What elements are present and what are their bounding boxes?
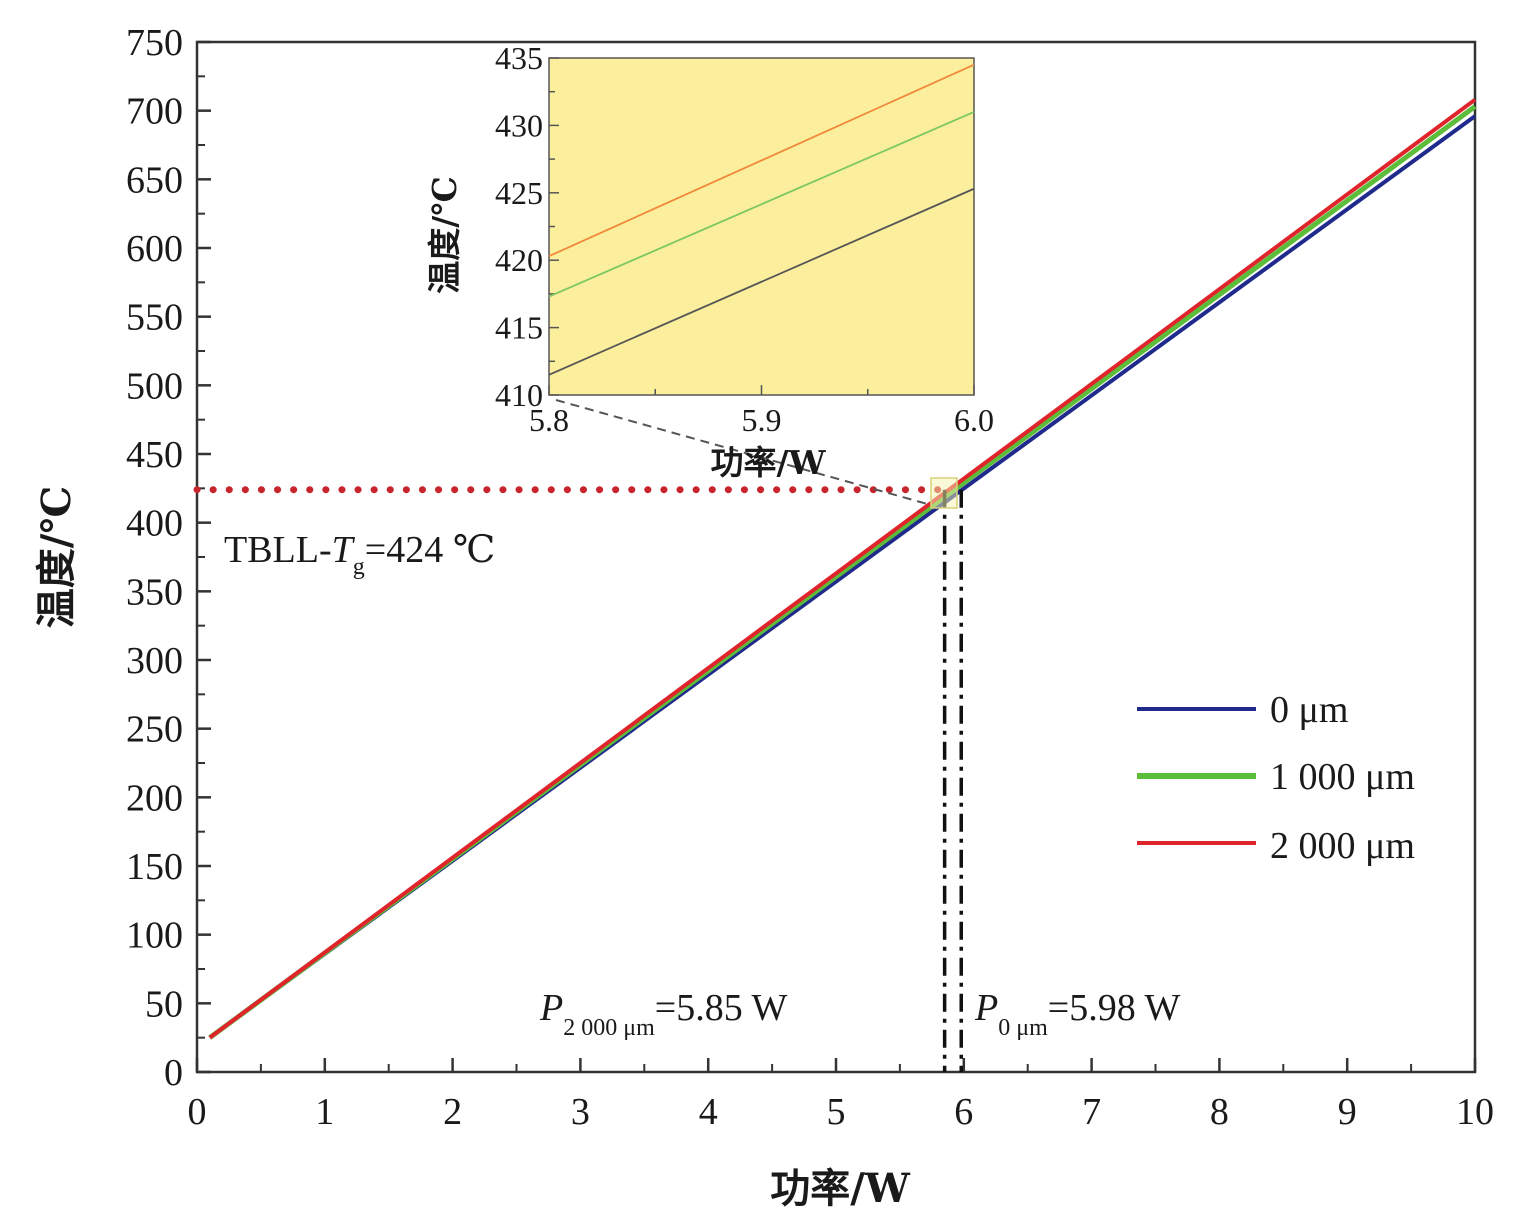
- inset-series-line: [548, 63, 975, 257]
- inset-x-axis-title: 功率/W: [710, 443, 826, 482]
- y-tick-label: 450: [126, 434, 183, 476]
- legend-label-1000um: 1 000 μm: [1270, 756, 1415, 798]
- legend-label-0um: 0 μm: [1270, 689, 1348, 731]
- inset-y-tick-label: 420: [495, 242, 543, 278]
- x-tick-label: 10: [1456, 1091, 1494, 1133]
- inset-x-tick-label: 5.9: [742, 402, 782, 438]
- inset-y-tick-label: 435: [495, 40, 543, 76]
- y-tick-label: 350: [126, 571, 183, 613]
- series-line: [208, 98, 1477, 1040]
- x-tick-label: 4: [699, 1091, 718, 1133]
- y-tick-label: 0: [164, 1052, 183, 1094]
- x-tick-label: 5: [827, 1091, 846, 1133]
- y-tick-label: 150: [126, 846, 183, 888]
- legend: 0 μm 1 000 μm 2 000 μm: [1137, 689, 1415, 867]
- x-tick-label: 2: [443, 1091, 462, 1133]
- x-tick-label: 3: [571, 1091, 590, 1133]
- inset-y-tick-label: 415: [495, 310, 543, 346]
- annotation-lines: [193, 486, 963, 1072]
- y-tick-label: 50: [145, 983, 183, 1025]
- inset-y-axis-title: 温度/℃: [425, 176, 464, 294]
- x-axis-title: 功率/W: [770, 1165, 911, 1212]
- p0-label: P0 μm=5.98 W: [974, 987, 1181, 1041]
- inset-plot-background: [548, 57, 975, 396]
- main-series-lines: [208, 98, 1477, 1040]
- x-tick-label: 6: [954, 1091, 973, 1133]
- x-tick-label: 8: [1210, 1091, 1229, 1133]
- p2000-label: P2 000 μm=5.85 W: [539, 987, 788, 1041]
- inset-x-tick-label: 6.0: [954, 402, 994, 438]
- y-tick-label: 300: [126, 640, 183, 682]
- tg-label: TBLL-Tg=424 ℃: [224, 529, 495, 580]
- y-tick-label: 550: [126, 297, 183, 339]
- y-tick-label: 200: [126, 777, 183, 819]
- y-tick-label: 700: [126, 91, 183, 133]
- x-tick-label: 1: [315, 1091, 334, 1133]
- y-axis-title: 温度/℃: [33, 486, 80, 629]
- y-tick-label: 500: [126, 365, 183, 407]
- x-tick-label: 0: [188, 1091, 207, 1133]
- inset-y-tick-label: 425: [495, 175, 543, 211]
- inset-series-line: [548, 187, 975, 376]
- zoom-box: [930, 477, 958, 509]
- inset-series-lines: [548, 63, 975, 376]
- y-tick-label: 400: [126, 503, 183, 545]
- inset-axis-ticks: 5.8 5.9 6.0 410 415 420 425 430 435: [495, 40, 994, 438]
- y-tick-label: 600: [126, 228, 183, 270]
- legend-label-2000um: 2 000 μm: [1270, 825, 1415, 867]
- x-tick-label: 9: [1338, 1091, 1357, 1133]
- y-tick-label: 750: [126, 22, 183, 64]
- y-tick-label: 650: [126, 159, 183, 201]
- x-tick-label: 7: [1082, 1091, 1101, 1133]
- inset-series-line: [548, 111, 975, 298]
- y-tick-label: 250: [126, 709, 183, 751]
- inset-y-tick-label: 410: [495, 377, 543, 413]
- inset-y-tick-label: 430: [495, 107, 543, 143]
- inset-x-tick-label: 5.8: [529, 402, 569, 438]
- zoom-connector: [555, 399, 932, 506]
- y-tick-label: 100: [126, 915, 183, 957]
- main-axis-ticks: 0 1 2 3 4 5 6 7 8 9 100501001502002503003504004505…: [126, 22, 1494, 1133]
